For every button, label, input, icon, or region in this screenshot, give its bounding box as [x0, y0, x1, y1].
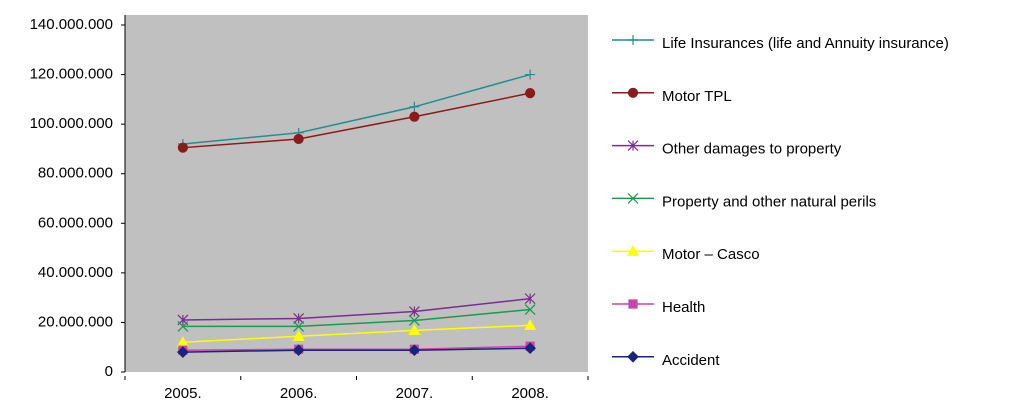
- x-tick-label: 2007.: [396, 385, 434, 402]
- marker: [627, 350, 639, 363]
- legend-label: Health: [662, 299, 705, 316]
- y-tick-label: 120.000.000: [30, 66, 113, 83]
- marker: [177, 346, 189, 359]
- marker: [525, 88, 536, 99]
- series-line: [182, 308, 531, 328]
- marker: [177, 142, 188, 153]
- marker: [525, 69, 536, 80]
- marker: [408, 315, 420, 326]
- series-line: [182, 345, 531, 351]
- legend-label: Property and other natural perils: [662, 193, 876, 210]
- legend-label: Motor TPL: [662, 88, 732, 105]
- y-tick-label: 20.000.000: [38, 313, 113, 330]
- x-tick-label: 2005.: [164, 385, 202, 402]
- legend-label: Accident: [662, 352, 720, 369]
- marker: [524, 342, 536, 355]
- marker: [524, 319, 537, 331]
- marker: [293, 320, 305, 332]
- y-tick-label: 140.000.000: [30, 16, 113, 33]
- series-line: [182, 297, 531, 321]
- marker: [626, 244, 640, 256]
- marker: [627, 192, 639, 204]
- marker: [292, 330, 305, 341]
- marker: [408, 306, 420, 317]
- marker: [409, 101, 420, 112]
- legend-label: Life Insurances (life and Annuity insura…: [662, 35, 949, 52]
- series-line: [182, 73, 531, 145]
- marker: [524, 304, 536, 315]
- series-line: [182, 347, 531, 353]
- marker: [408, 344, 421, 357]
- marker: [628, 35, 638, 45]
- y-tick-label: 80.000.000: [38, 165, 113, 182]
- y-tick-label: 0: [105, 363, 113, 380]
- x-tick-label: 2008.: [511, 385, 549, 402]
- series-line: [182, 92, 531, 149]
- y-tick-label: 40.000.000: [38, 264, 113, 281]
- x-tick-label: 2006.: [280, 385, 318, 402]
- marker: [293, 313, 305, 324]
- series-line: [182, 324, 531, 344]
- marker: [177, 320, 189, 332]
- marker: [628, 299, 638, 309]
- plot-area: [125, 15, 588, 372]
- marker: [627, 140, 639, 152]
- marker: [292, 344, 305, 357]
- marker: [408, 324, 421, 335]
- marker: [409, 111, 420, 122]
- y-tick-label: 100.000.000: [30, 115, 113, 132]
- marker: [627, 87, 639, 98]
- marker: [293, 133, 304, 145]
- marker: [524, 293, 536, 305]
- y-tick-label: 60.000.000: [38, 214, 113, 231]
- legend-label: Motor – Casco: [662, 246, 760, 263]
- legend-label: Other damages to property: [662, 141, 842, 158]
